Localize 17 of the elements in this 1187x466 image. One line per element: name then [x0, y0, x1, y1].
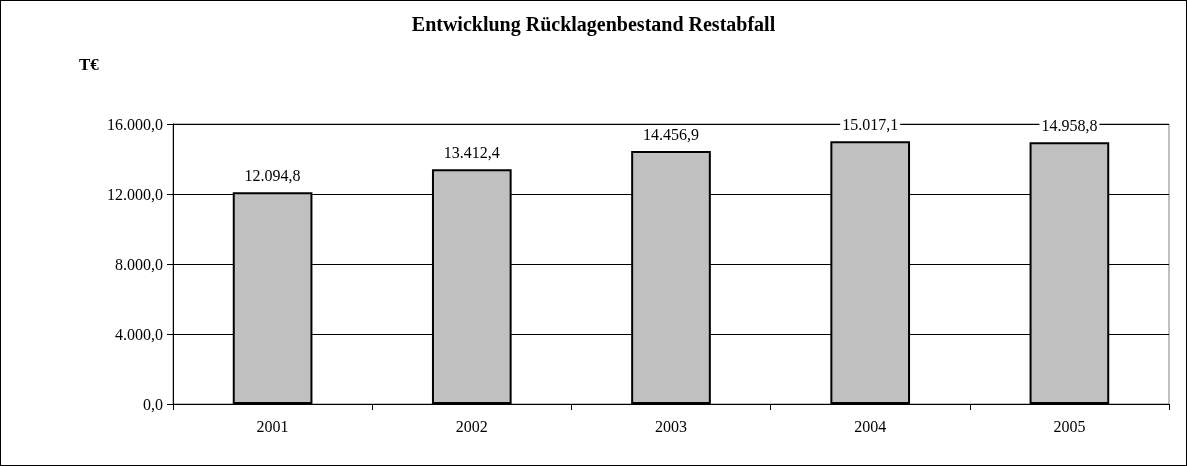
data-label: 12.094,8	[244, 166, 301, 184]
x-tick-label: 2002	[455, 417, 488, 435]
data-label: 13.412,4	[443, 143, 500, 161]
x-tick-label: 2001	[256, 417, 289, 435]
y-axis-title: T€	[79, 55, 100, 74]
data-label: 15.017,1	[842, 115, 899, 133]
y-tick-label: 0,0	[143, 395, 163, 413]
y-tick-label: 4.000,0	[115, 325, 163, 343]
data-label: 14.958,8	[1041, 116, 1098, 134]
x-tick-label: 2004	[854, 417, 887, 435]
chart-title: Entwicklung Rücklagenbestand Restabfall	[411, 13, 776, 36]
x-tick-label: 2003	[655, 417, 687, 435]
x-tick-label: 2005	[1053, 417, 1086, 435]
y-tick-label: 8.000,0	[115, 255, 163, 273]
y-tick-label: 16.000,0	[107, 115, 163, 133]
y-tick-label: 12.000,0	[107, 185, 163, 203]
data-label: 14.456,9	[643, 125, 699, 143]
